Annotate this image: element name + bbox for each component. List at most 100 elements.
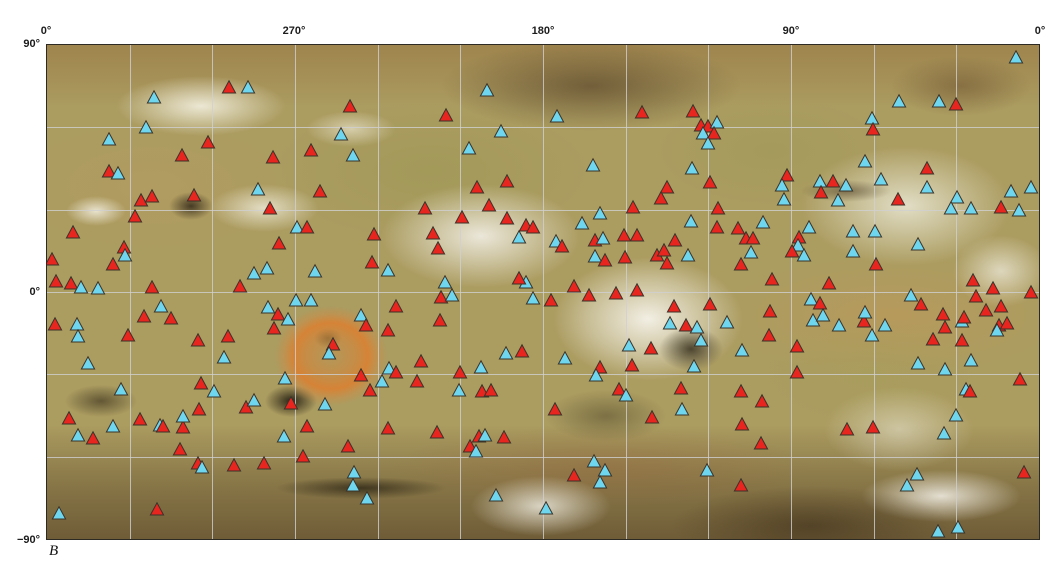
red-triangle-marker bbox=[133, 192, 149, 207]
red-triangle-marker bbox=[993, 298, 1009, 313]
cyan-triangle-marker bbox=[175, 408, 191, 423]
red-triangle-marker bbox=[644, 409, 660, 424]
cyan-triangle-marker bbox=[468, 443, 484, 458]
cyan-triangle-marker bbox=[317, 396, 333, 411]
cyan-triangle-marker bbox=[90, 280, 106, 295]
red-triangle-marker bbox=[325, 336, 341, 351]
cyan-triangle-marker bbox=[51, 505, 67, 520]
red-triangle-marker bbox=[710, 200, 726, 215]
red-triangle-marker bbox=[865, 121, 881, 136]
red-triangle-marker bbox=[144, 188, 160, 203]
red-triangle-marker bbox=[299, 219, 315, 234]
red-triangle-marker bbox=[702, 296, 718, 311]
red-triangle-marker bbox=[409, 373, 425, 388]
red-triangle-marker bbox=[256, 455, 272, 470]
cyan-triangle-marker bbox=[831, 317, 847, 332]
cyan-triangle-marker bbox=[477, 427, 493, 442]
red-triangle-marker bbox=[270, 306, 286, 321]
red-triangle-marker bbox=[678, 317, 694, 332]
red-triangle-marker bbox=[948, 96, 964, 111]
red-triangle-marker bbox=[271, 235, 287, 250]
red-triangle-marker bbox=[935, 306, 951, 321]
red-triangle-marker bbox=[608, 285, 624, 300]
cyan-triangle-marker bbox=[919, 179, 935, 194]
red-triangle-marker bbox=[702, 174, 718, 189]
red-triangle-marker bbox=[762, 303, 778, 318]
red-triangle-marker bbox=[547, 401, 563, 416]
red-triangle-marker bbox=[499, 210, 515, 225]
cyan-triangle-marker bbox=[592, 205, 608, 220]
longitude-label: 180° bbox=[531, 25, 555, 37]
cyan-triangle-marker bbox=[240, 79, 256, 94]
red-triangle-marker bbox=[754, 393, 770, 408]
red-triangle-marker bbox=[962, 383, 978, 398]
red-triangle-marker bbox=[978, 302, 994, 317]
red-triangle-marker bbox=[566, 278, 582, 293]
cyan-triangle-marker bbox=[194, 459, 210, 474]
red-triangle-marker bbox=[193, 375, 209, 390]
cyan-triangle-marker bbox=[511, 229, 527, 244]
red-triangle-marker bbox=[937, 319, 953, 334]
cyan-triangle-marker bbox=[949, 189, 965, 204]
red-triangle-marker bbox=[232, 278, 248, 293]
cyan-triangle-marker bbox=[259, 260, 275, 275]
cyan-triangle-marker bbox=[989, 322, 1005, 337]
red-triangle-marker bbox=[132, 411, 148, 426]
cyan-triangle-marker bbox=[557, 350, 573, 365]
red-triangle-marker bbox=[868, 256, 884, 271]
red-triangle-marker bbox=[127, 208, 143, 223]
cyan-triangle-marker bbox=[684, 160, 700, 175]
red-triangle-marker bbox=[433, 289, 449, 304]
red-triangle-marker bbox=[1016, 464, 1032, 479]
latitude-label: 90° bbox=[23, 38, 40, 50]
gridline-parallel bbox=[47, 127, 1039, 129]
cyan-triangle-marker bbox=[963, 352, 979, 367]
cyan-triangle-marker bbox=[936, 425, 952, 440]
cyan-triangle-marker bbox=[146, 89, 162, 104]
red-triangle-marker bbox=[221, 79, 237, 94]
cyan-triangle-marker bbox=[830, 192, 846, 207]
cyan-triangle-marker bbox=[113, 381, 129, 396]
cyan-triangle-marker bbox=[216, 349, 232, 364]
cyan-triangle-marker bbox=[683, 213, 699, 228]
red-triangle-marker bbox=[730, 220, 746, 235]
cyan-triangle-marker bbox=[1023, 179, 1039, 194]
cyan-triangle-marker bbox=[674, 401, 690, 416]
red-triangle-marker bbox=[925, 331, 941, 346]
cyan-triangle-marker bbox=[381, 360, 397, 375]
cyan-triangle-marker bbox=[138, 119, 154, 134]
cyan-triangle-marker bbox=[930, 523, 946, 538]
cyan-triangle-marker bbox=[73, 279, 89, 294]
red-triangle-marker bbox=[616, 227, 632, 242]
red-triangle-marker bbox=[965, 272, 981, 287]
cyan-triangle-marker bbox=[803, 291, 819, 306]
red-triangle-marker bbox=[954, 332, 970, 347]
cyan-triangle-marker bbox=[719, 314, 735, 329]
red-triangle-marker bbox=[856, 313, 872, 328]
red-triangle-marker bbox=[581, 287, 597, 302]
cyan-triangle-marker bbox=[743, 244, 759, 259]
red-triangle-marker bbox=[101, 163, 117, 178]
cyan-triangle-marker bbox=[276, 428, 292, 443]
cyan-triangle-marker bbox=[621, 337, 637, 352]
red-triangle-marker bbox=[380, 420, 396, 435]
cyan-triangle-marker bbox=[812, 173, 828, 188]
cyan-triangle-marker bbox=[69, 316, 85, 331]
cyan-triangle-marker bbox=[689, 319, 705, 334]
red-triangle-marker bbox=[706, 125, 722, 140]
gridline-parallel bbox=[47, 209, 1039, 211]
cyan-triangle-marker bbox=[246, 265, 262, 280]
red-triangle-marker bbox=[496, 429, 512, 444]
red-triangle-marker bbox=[144, 279, 160, 294]
cyan-triangle-marker bbox=[444, 287, 460, 302]
cyan-triangle-marker bbox=[709, 114, 725, 129]
cyan-triangle-marker bbox=[585, 157, 601, 172]
cyan-triangle-marker bbox=[815, 307, 831, 322]
cyan-triangle-marker bbox=[595, 230, 611, 245]
cyan-triangle-marker bbox=[498, 345, 514, 360]
red-triangle-marker bbox=[342, 98, 358, 113]
red-triangle-marker bbox=[353, 367, 369, 382]
cyan-triangle-marker bbox=[587, 248, 603, 263]
red-triangle-marker bbox=[890, 191, 906, 206]
